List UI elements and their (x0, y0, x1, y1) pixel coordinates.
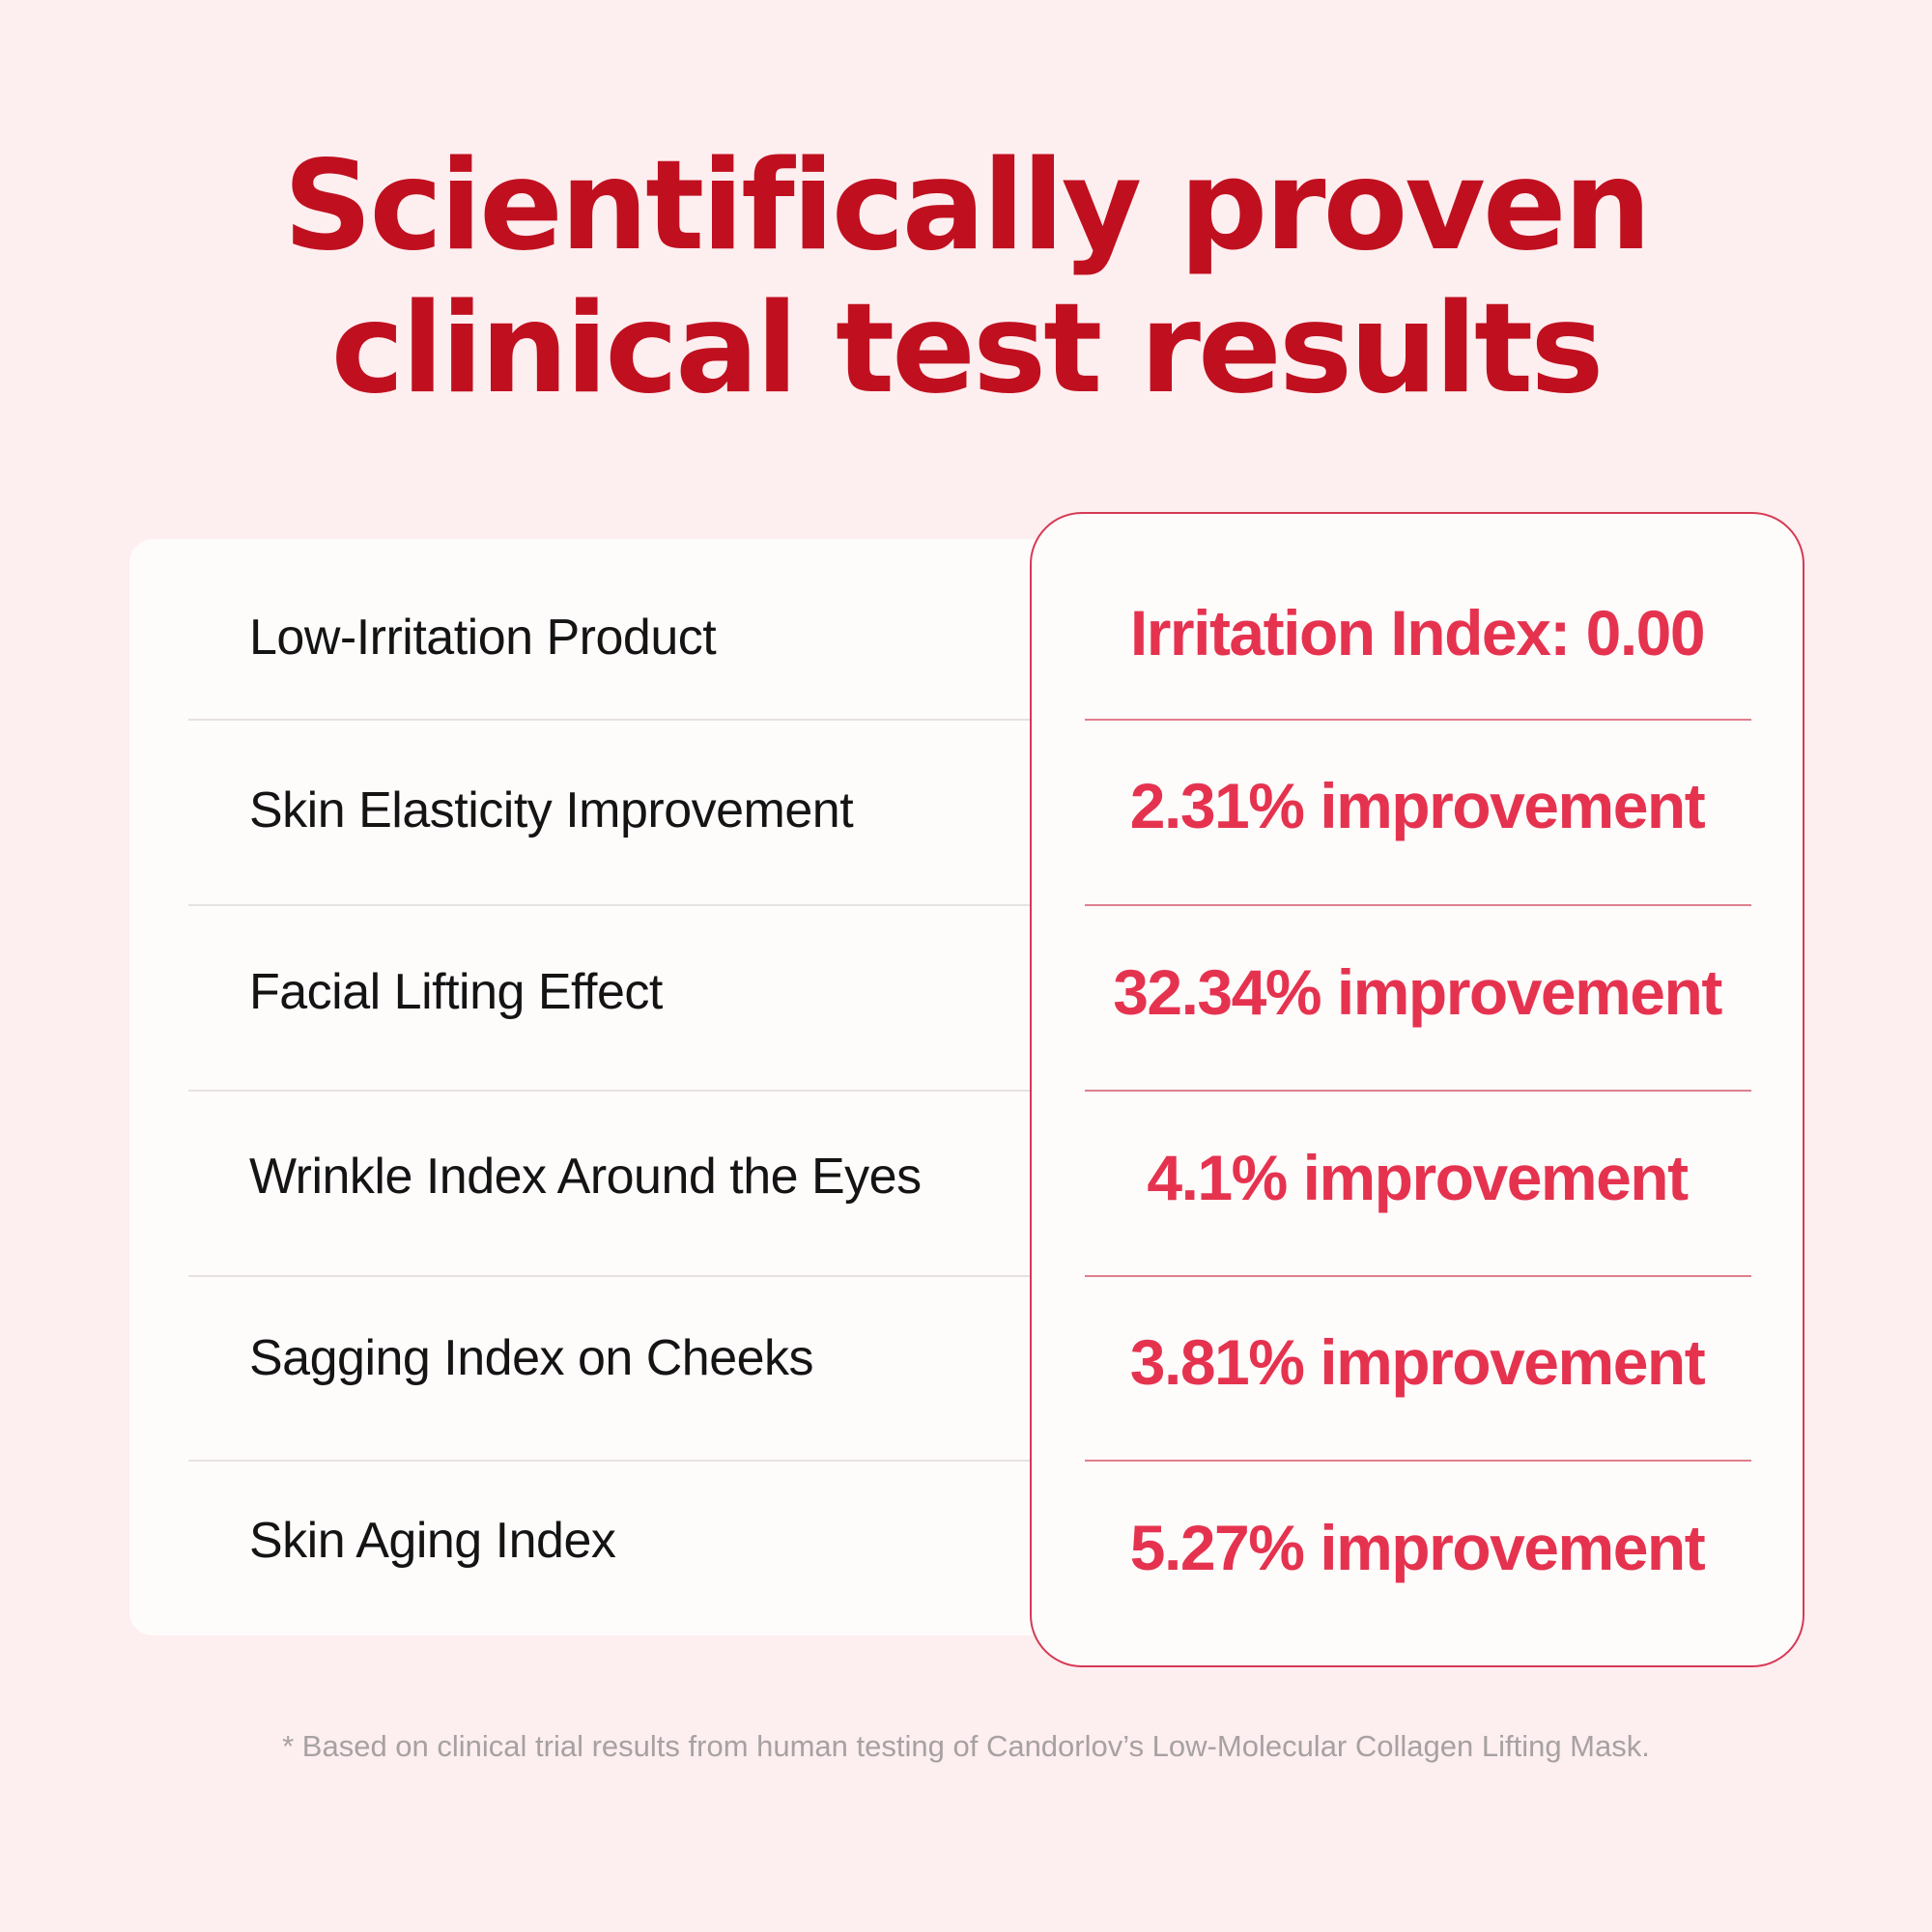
metric-label: Wrinkle Index Around the Eyes (249, 1149, 922, 1205)
footnote: * Based on clinical trial results from h… (282, 1729, 1650, 1763)
row-divider (1085, 719, 1751, 721)
row-divider (1085, 904, 1751, 906)
metric-label: Facial Lifting Effect (249, 964, 663, 1020)
row-divider (188, 904, 1030, 906)
metrics-card (129, 539, 1095, 1635)
row-divider (188, 1275, 1030, 1277)
page-title: Scientifically proven clinical test resu… (0, 135, 1932, 421)
metric-label: Skin Elasticity Improvement (249, 782, 854, 838)
row-divider (1085, 1090, 1751, 1092)
result-value: 5.27% improvement (1129, 1512, 1706, 1583)
metric-label: Low-Irritation Product (249, 610, 717, 666)
result-value: 4.1% improvement (1147, 1142, 1689, 1213)
row-divider (1085, 1460, 1751, 1462)
row-divider (1085, 1275, 1751, 1277)
metric-label: Sagging Index on Cheeks (249, 1330, 814, 1386)
result-value: 3.81% improvement (1129, 1326, 1706, 1398)
result-value: 32.34% improvement (1113, 956, 1722, 1028)
result-value: 2.31% improvement (1129, 770, 1706, 841)
row-divider (188, 1460, 1030, 1462)
result-value: Irritation Index: 0.00 (1129, 597, 1706, 668)
row-divider (188, 1090, 1030, 1092)
title-line-1: Scientifically proven (283, 134, 1652, 278)
metric-label: Skin Aging Index (249, 1513, 616, 1569)
title-line-2: clinical test results (330, 277, 1605, 421)
row-divider (188, 719, 1030, 721)
